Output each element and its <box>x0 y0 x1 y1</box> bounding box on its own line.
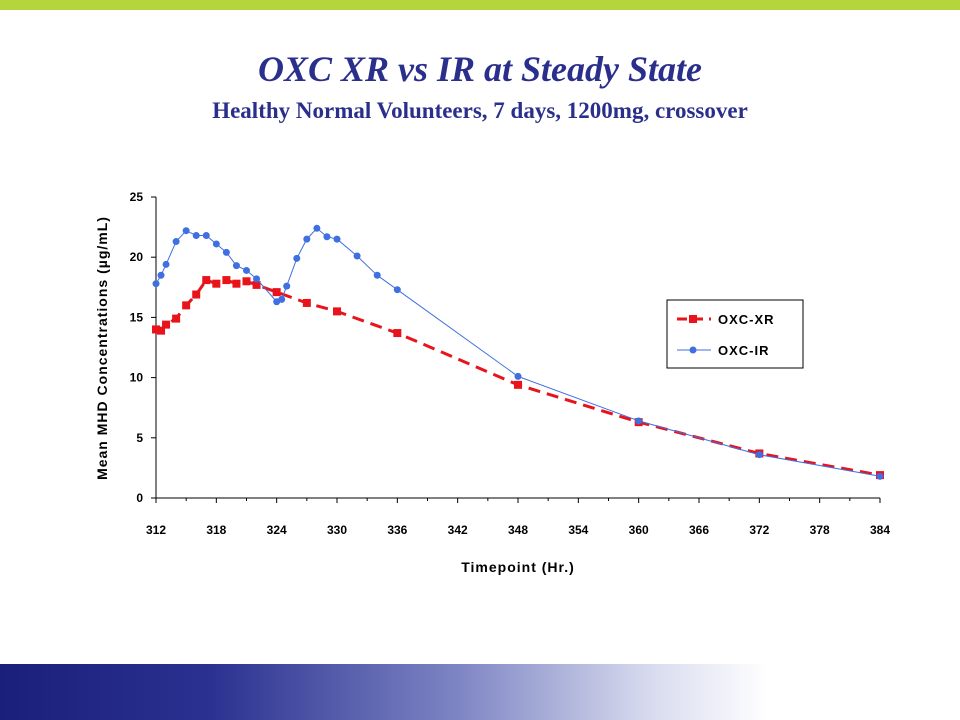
x-tick-label: 354 <box>568 523 588 537</box>
data-point-oxc-ir <box>222 248 230 256</box>
y-axis-title: Mean MHD Concentrations (µg/mL) <box>94 216 110 480</box>
x-tick-label: 378 <box>810 523 830 537</box>
data-point-oxc-ir <box>373 271 381 279</box>
data-point-oxc-ir <box>253 275 261 283</box>
x-tick-label: 384 <box>870 523 890 537</box>
data-point-oxc-xr <box>157 326 166 335</box>
y-tick-label: 25 <box>130 190 144 204</box>
top-accent-bar <box>0 0 960 10</box>
data-point-oxc-ir <box>333 235 341 243</box>
data-point-oxc-ir <box>876 472 884 480</box>
data-point-oxc-ir <box>192 232 200 240</box>
y-tick-label: 5 <box>136 431 143 445</box>
data-point-oxc-xr <box>172 314 181 323</box>
data-point-oxc-ir <box>278 295 286 303</box>
x-tick-label: 330 <box>327 523 347 537</box>
data-point-oxc-xr <box>242 277 251 286</box>
x-tick-label: 312 <box>146 523 166 537</box>
data-point-oxc-xr <box>182 301 191 310</box>
legend-marker-ir <box>689 346 697 354</box>
data-point-oxc-ir <box>755 451 763 459</box>
data-point-oxc-ir <box>157 271 165 279</box>
bottom-gradient-bar <box>0 664 960 720</box>
data-point-oxc-ir <box>283 282 291 290</box>
chart-axes <box>151 196 881 503</box>
data-point-oxc-ir <box>232 262 240 270</box>
slide-title: OXC XR vs IR at Steady State <box>257 49 703 89</box>
x-tick-label: 336 <box>387 523 407 537</box>
chart-legend: OXC-XR OXC-IR <box>666 299 804 369</box>
data-point-oxc-ir <box>323 233 331 241</box>
y-tick-label: 20 <box>130 250 144 264</box>
legend-marker-xr <box>689 315 697 323</box>
legend-box <box>666 299 804 369</box>
data-point-oxc-xr <box>333 307 341 316</box>
data-point-oxc-xr <box>232 279 241 288</box>
data-point-oxc-xr <box>212 279 221 288</box>
y-tick-label: 10 <box>130 371 144 385</box>
x-tick-label: 324 <box>267 523 287 537</box>
x-tick-label: 366 <box>689 523 709 537</box>
data-point-oxc-ir <box>303 235 311 243</box>
data-point-oxc-xr <box>393 329 402 338</box>
data-point-oxc-xr <box>202 276 211 285</box>
data-point-oxc-xr <box>192 290 201 299</box>
x-tick-label: 318 <box>206 523 226 537</box>
data-point-oxc-ir <box>293 254 301 262</box>
x-tick-label: 360 <box>629 523 649 537</box>
x-axis-title: Timepoint (Hr.) <box>461 559 575 575</box>
data-point-oxc-ir <box>514 372 522 380</box>
x-tick-label: 342 <box>448 523 468 537</box>
data-point-oxc-ir <box>202 232 210 240</box>
data-point-oxc-ir <box>162 260 170 268</box>
chart-tick-labels: 0 5 10 15 20 25 312 318 324 330 336 342 348 354 360 366… <box>130 190 891 537</box>
data-point-oxc-ir <box>212 240 220 248</box>
data-point-oxc-ir <box>353 252 361 260</box>
data-point-oxc-xr <box>272 288 281 297</box>
data-point-oxc-xr <box>514 380 522 389</box>
data-point-oxc-xr <box>222 276 231 285</box>
data-point-oxc-xr <box>252 280 261 289</box>
legend-label-ir: OXC-IR <box>718 343 770 358</box>
y-tick-label: 15 <box>130 310 144 324</box>
concentration-chart: 0 5 10 15 20 25 312 318 324 330 336 342 348 354 360 366… <box>94 190 891 575</box>
data-point-oxc-ir <box>172 238 180 246</box>
data-point-oxc-ir <box>393 286 401 294</box>
data-point-oxc-ir <box>152 280 160 288</box>
chart-series <box>152 224 884 480</box>
legend-label-xr: OXC-XR <box>718 312 775 327</box>
slide-subtitle: Healthy Normal Volunteers, 7 days, 1200m… <box>212 98 748 123</box>
x-tick-label: 372 <box>749 523 769 537</box>
data-point-oxc-xr <box>152 325 160 334</box>
data-point-oxc-xr <box>302 298 311 307</box>
x-tick-label: 348 <box>508 523 528 537</box>
data-point-oxc-ir <box>182 227 190 235</box>
y-tick-label: 0 <box>136 491 143 505</box>
data-point-oxc-ir <box>313 224 321 232</box>
data-point-oxc-xr <box>162 320 171 329</box>
data-point-oxc-ir <box>243 266 250 274</box>
data-point-oxc-ir <box>635 417 643 425</box>
